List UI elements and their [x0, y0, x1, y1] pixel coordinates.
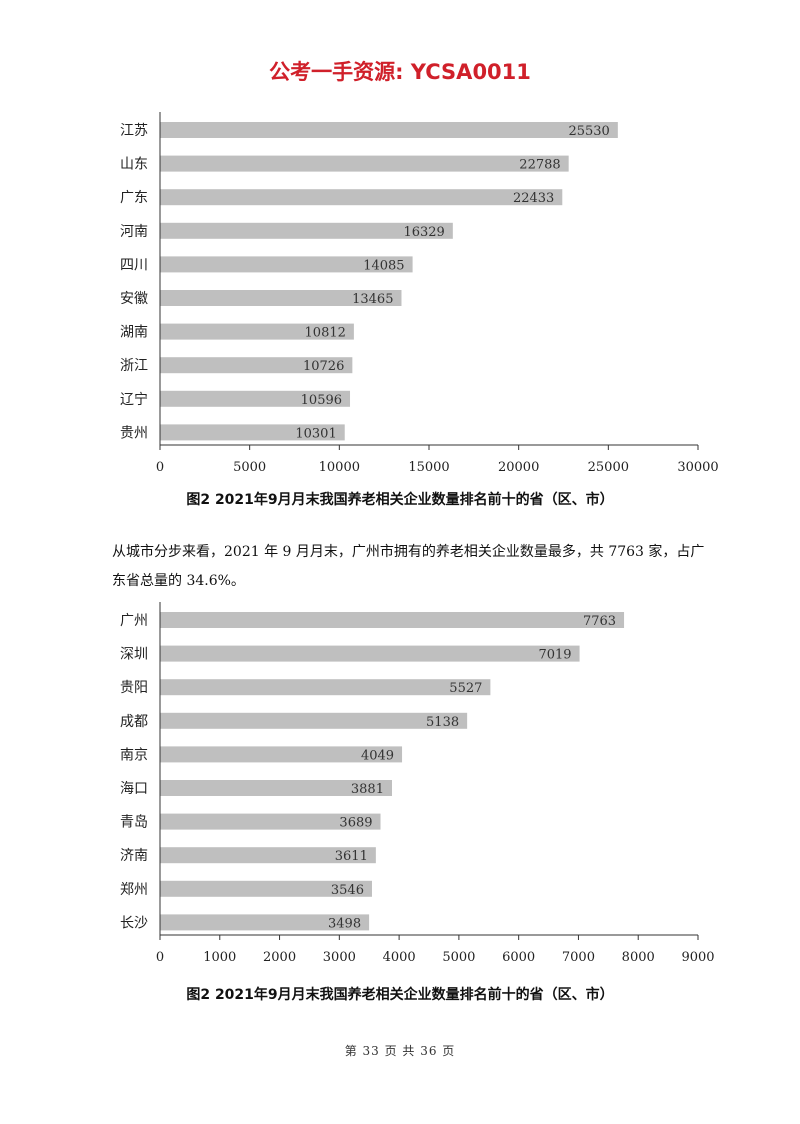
category-label: 浙江: [120, 358, 148, 374]
x-tick-label: 9000: [681, 950, 714, 965]
category-label: 四川: [120, 257, 148, 273]
data-label: 3881: [351, 782, 384, 797]
data-label: 3546: [331, 883, 364, 898]
data-label: 5138: [426, 715, 459, 730]
x-tick-label: 0: [156, 950, 164, 965]
x-tick-label: 2000: [263, 950, 296, 965]
bar-2: [160, 155, 569, 172]
x-tick-label: 5000: [442, 950, 475, 965]
data-label: 22433: [513, 191, 554, 206]
category-label: 郑州: [120, 882, 148, 898]
x-tick-label: 1000: [203, 950, 236, 965]
data-label: 16329: [403, 225, 444, 240]
x-tick-label: 30000: [677, 460, 718, 475]
x-tick-label: 3000: [323, 950, 356, 965]
x-tick-label: 25000: [588, 460, 629, 475]
x-tick-label: 8000: [622, 950, 655, 965]
category-label: 深圳: [120, 647, 148, 663]
category-label: 成都: [120, 714, 148, 730]
data-label: 22788: [519, 158, 560, 173]
x-tick-label: 5000: [233, 460, 266, 475]
bar-1: [160, 122, 618, 138]
bar-4: [160, 222, 453, 239]
category-label: 长沙: [120, 915, 148, 931]
bar-8: [160, 357, 353, 374]
bar-3: [160, 679, 491, 696]
data-label: 25530: [568, 124, 609, 139]
data-label: 4049: [361, 748, 394, 763]
data-label: 14085: [363, 258, 404, 273]
bar-6: [160, 290, 402, 306]
category-label: 济南: [120, 848, 148, 864]
category-label: 山东: [120, 157, 148, 173]
data-label: 10726: [303, 359, 344, 374]
data-label: 10596: [301, 393, 342, 408]
category-label: 贵州: [120, 425, 148, 441]
bar-6: [160, 780, 392, 796]
x-tick-label: 15000: [408, 460, 449, 475]
bar-9: [160, 390, 351, 407]
chart-cities: 广州 7763 深圳 7019 贵阳 5527 成都 5138 南京 4049 海口 3881 青岛 36…: [120, 602, 715, 965]
category-label: 广东: [120, 190, 148, 206]
bar-5: [160, 256, 413, 273]
page-number: 第 33 页 共 36 页: [344, 1044, 456, 1058]
bar-9: [160, 880, 372, 897]
bar-2: [160, 645, 580, 662]
bar-5: [160, 746, 403, 763]
chart-provinces: 江苏 25530 山东 22788 广东 22433 河南 16329 四川 14085 安徽 134…: [120, 112, 719, 475]
bar-3: [160, 189, 563, 206]
category-label: 青岛: [120, 815, 148, 831]
data-label: 7763: [583, 614, 616, 629]
body-paragraph: 从城市分步来看，2021 年 9 月月末，广州市拥有的养老相关企业数量最多，共 …: [112, 544, 705, 589]
category-label: 贵阳: [120, 680, 148, 696]
category-label: 安徽: [120, 291, 148, 307]
x-tick-label: 6000: [502, 950, 535, 965]
category-label: 南京: [120, 747, 148, 763]
data-label: 13465: [352, 292, 393, 307]
bar-1: [160, 612, 625, 628]
category-label: 海口: [120, 781, 148, 797]
category-label: 广州: [120, 613, 148, 629]
chart-1-caption: 图2 2021年9月月末我国养老相关企业数量排名前十的省（区、市）: [186, 492, 614, 508]
x-tick-label: 10000: [319, 460, 360, 475]
bar-10: [160, 424, 345, 441]
data-label: 3498: [328, 916, 361, 931]
watermark-title: 公考一手资源: YCSA0011: [269, 60, 531, 84]
bar-4: [160, 712, 468, 729]
chart-2-caption: 图2 2021年9月月末我国养老相关企业数量排名前十的省（区、市）: [186, 987, 614, 1003]
data-label: 10812: [305, 326, 346, 341]
x-tick-label: 0: [156, 460, 164, 475]
data-label: 3689: [339, 816, 372, 831]
data-label: 3611: [335, 849, 368, 864]
bar-7: [160, 813, 381, 830]
category-label: 辽宁: [120, 391, 148, 408]
x-tick-label: 20000: [498, 460, 539, 475]
category-label: 湖南: [120, 325, 148, 341]
data-label: 10301: [295, 426, 336, 441]
data-label: 5527: [449, 681, 482, 696]
bar-7: [160, 323, 354, 340]
category-label: 江苏: [120, 123, 148, 139]
x-tick-label: 4000: [383, 950, 416, 965]
bar-10: [160, 914, 370, 931]
category-label: 河南: [120, 224, 148, 240]
bar-8: [160, 847, 376, 864]
data-label: 7019: [538, 648, 571, 663]
x-tick-label: 7000: [562, 950, 595, 965]
